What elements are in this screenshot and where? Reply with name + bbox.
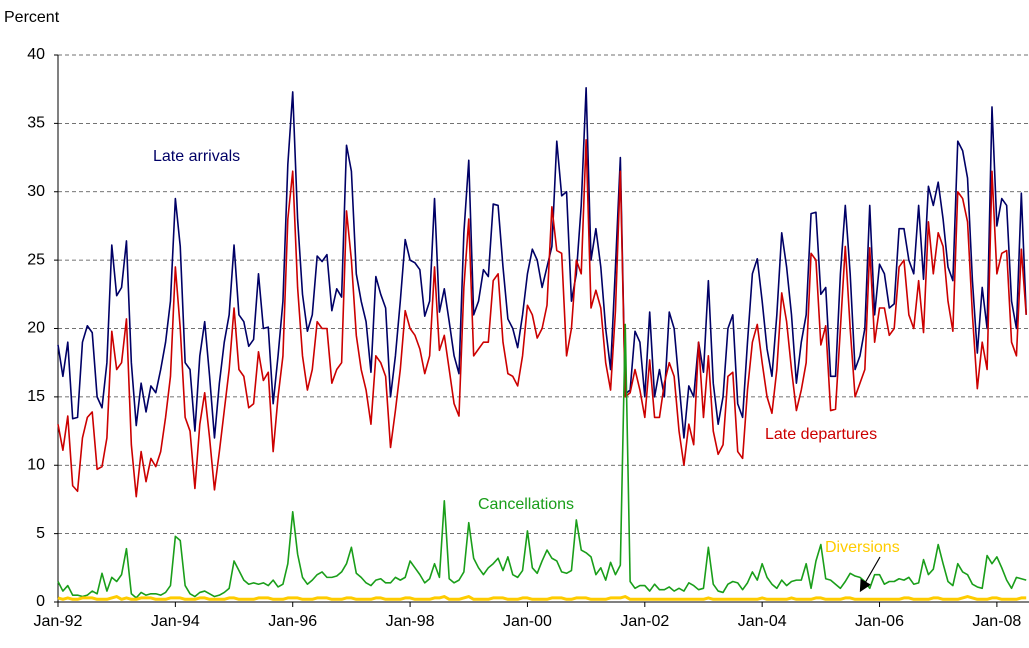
series-line <box>57 323 1027 599</box>
x-tick-label: Jan-02 <box>620 613 669 630</box>
y-tick-label: 35 <box>27 115 45 132</box>
y-tick-label: 10 <box>27 456 45 473</box>
y-tick-label: 5 <box>36 525 45 542</box>
x-tick-label: Jan-96 <box>268 613 317 630</box>
x-tick-label: Jan-08 <box>972 613 1021 630</box>
x-tick-label: Jan-04 <box>738 613 787 630</box>
y-tick-label: 0 <box>36 593 45 610</box>
x-tick-label: Jan-00 <box>503 613 552 630</box>
x-tick-label: Jan-92 <box>34 613 83 630</box>
x-tick-label: Jan-98 <box>386 613 435 630</box>
y-tick-label: 15 <box>27 388 45 405</box>
series-label: Late departures <box>765 426 877 443</box>
y-tick-label: 20 <box>27 320 45 337</box>
y-tick-label: 30 <box>27 183 45 200</box>
series-line <box>57 595 1027 601</box>
x-tick-label: Jan-94 <box>151 613 200 630</box>
series-label: Late arrivals <box>153 148 240 165</box>
annotation-arrow <box>859 556 881 593</box>
y-tick-label: 40 <box>27 46 45 63</box>
series-line <box>57 138 1028 498</box>
series-label: Diversions <box>825 539 900 556</box>
series-line <box>57 87 1028 439</box>
y-tick-label: 25 <box>27 251 45 268</box>
y-axis-label: Percent <box>4 9 60 26</box>
x-tick-label: Jan-06 <box>855 613 904 630</box>
series-label: Cancellations <box>478 496 574 513</box>
